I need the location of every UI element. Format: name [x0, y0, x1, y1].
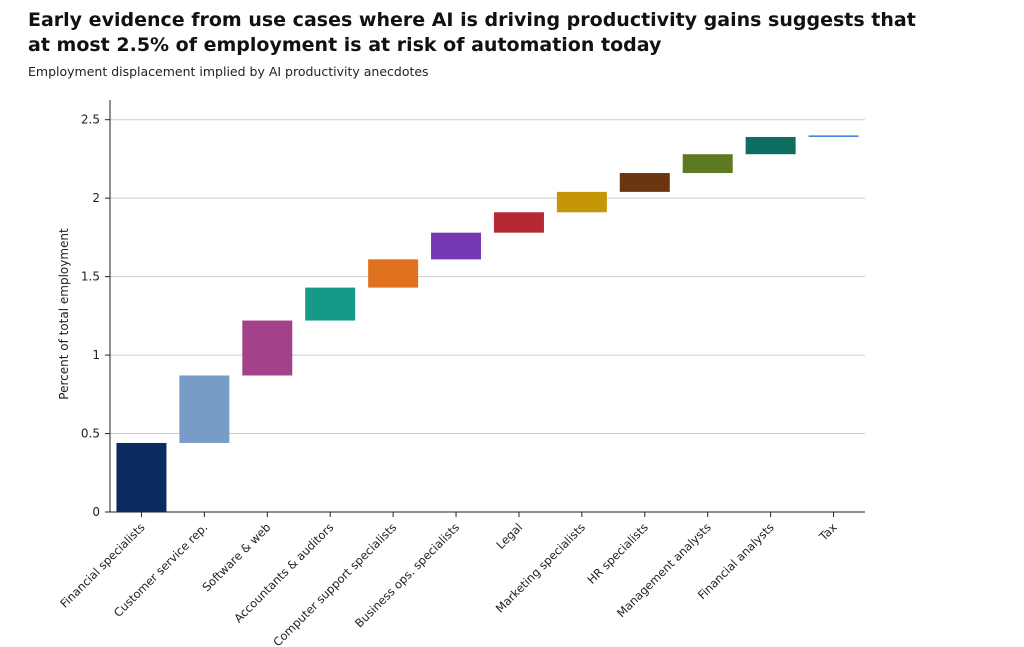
- y-tick-label: 0.5: [81, 427, 100, 441]
- x-tick-label: Computer support specialists: [270, 520, 399, 647]
- bar: [808, 135, 859, 137]
- x-tick-label: Legal: [493, 520, 525, 552]
- y-tick-label: 1: [92, 348, 100, 362]
- bar: [619, 173, 670, 192]
- y-tick-label: 2.5: [81, 113, 100, 127]
- x-tick-label: Tax: [816, 520, 840, 544]
- y-tick-label: 1.5: [81, 270, 100, 284]
- y-tick-label: 2: [92, 191, 100, 205]
- x-tick-label: HR specialists: [584, 520, 651, 587]
- bar: [305, 287, 356, 321]
- bar: [368, 259, 419, 288]
- y-tick-label: 0: [92, 505, 100, 519]
- bar: [242, 320, 293, 376]
- bar: [745, 136, 796, 155]
- bar: [431, 232, 482, 260]
- x-tick-label: Business ops. specialists: [352, 520, 462, 630]
- bar: [116, 442, 167, 512]
- bar: [556, 191, 607, 213]
- chart-subtitle: Employment displacement implied by AI pr…: [28, 64, 429, 79]
- bar: [682, 154, 733, 174]
- bar: [493, 212, 544, 233]
- chart-title: Early evidence from use cases where AI i…: [28, 9, 916, 56]
- bar: [179, 375, 230, 443]
- y-axis-label: Percent of total employment: [57, 228, 71, 400]
